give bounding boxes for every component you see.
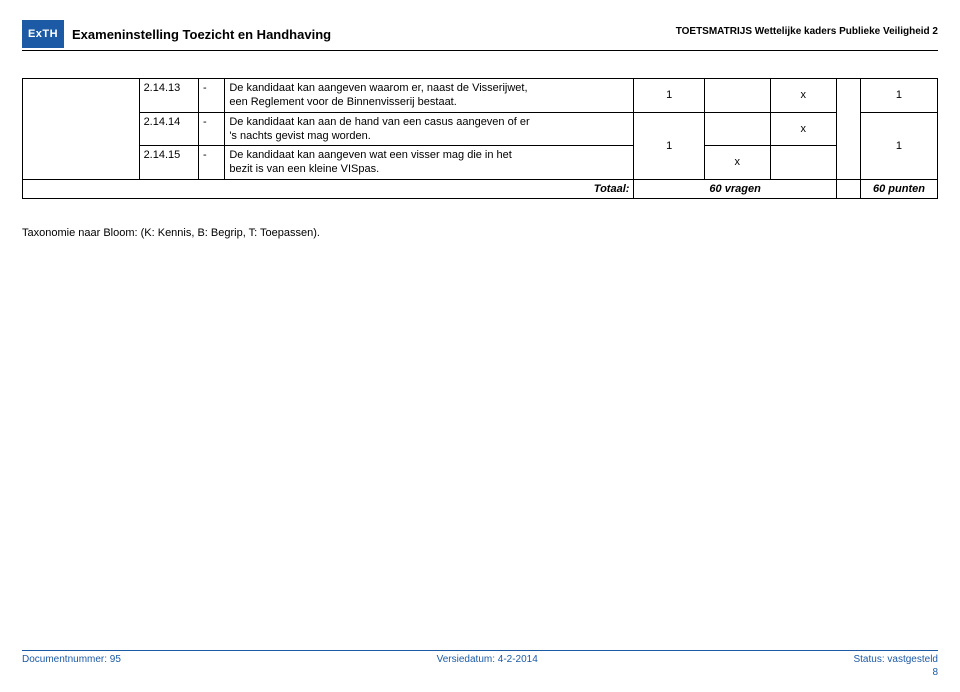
logo-block: ExTH Exameninstelling Toezicht en Handha… [22, 20, 331, 48]
cell-n1: 1 [634, 79, 704, 113]
taxonomy-note: Taxonomie naar Bloom: (K: Kennis, B: Beg… [22, 227, 938, 239]
cell-dash: - [198, 112, 224, 146]
cell-x2: x [770, 112, 836, 146]
cell-x2: x [770, 79, 836, 113]
cell-desc: De kandidaat kan aan de hand van een cas… [225, 112, 634, 146]
cell-dash: - [198, 79, 224, 113]
desc-line: De kandidaat kan aan de hand van een cas… [229, 116, 529, 128]
footer-status: Status: vastgesteld [853, 654, 938, 665]
desc-line: bezit is van een kleine VISpas. [229, 163, 379, 175]
footer-docnum: Documentnummer: 95 [22, 654, 121, 665]
total-punten: 60 punten [860, 179, 937, 198]
header-divider [22, 50, 938, 51]
cell-desc: De kandidaat kan aangeven wat een visser… [225, 146, 634, 180]
doc-title: TOETSMATRIJS Wettelijke kaders Publieke … [676, 26, 938, 37]
desc-line: De kandidaat kan aangeven wat een visser… [229, 149, 512, 161]
cell-x1 [704, 79, 770, 113]
cell-n2: 1 [860, 112, 937, 179]
cell-n1: 1 [634, 112, 704, 179]
cell-x2 [770, 146, 836, 180]
footer-versie: Versiedatum: 4-2-2014 [437, 654, 538, 665]
matrix-table: 2.14.13 - De kandidaat kan aangeven waar… [22, 78, 938, 199]
logo-icon: ExTH [22, 20, 64, 48]
desc-line: De kandidaat kan aangeven waarom er, naa… [229, 82, 527, 94]
cell-code: 2.14.13 [139, 79, 198, 113]
cell-x1 [704, 112, 770, 146]
table-row: 2.14.15 - De kandidaat kan aangeven wat … [23, 146, 938, 180]
desc-line: een Reglement voor de Binnenvisserij bes… [229, 96, 456, 108]
page-header: ExTH Exameninstelling Toezicht en Handha… [0, 22, 960, 58]
total-vragen: 60 vragen [634, 179, 836, 198]
page-number: 8 [22, 667, 938, 678]
footer-row: Documentnummer: 95 Versiedatum: 4-2-2014… [22, 654, 938, 665]
desc-line: 's nachts gevist mag worden. [229, 130, 371, 142]
content-area: 2.14.13 - De kandidaat kan aangeven waar… [22, 78, 938, 239]
cell-code: 2.14.15 [139, 146, 198, 180]
cell-dash: - [198, 146, 224, 180]
cell-x1: x [704, 146, 770, 180]
table-row: 2.14.14 - De kandidaat kan aan de hand v… [23, 112, 938, 146]
cell-desc: De kandidaat kan aangeven waarom er, naa… [225, 79, 634, 113]
table-total-row: Totaal: 60 vragen 60 punten [23, 179, 938, 198]
cell-code: 2.14.14 [139, 112, 198, 146]
cell-n2: 1 [860, 79, 937, 113]
org-name: Exameninstelling Toezicht en Handhaving [72, 27, 331, 42]
footer-divider [22, 650, 938, 651]
total-label: Totaal: [23, 179, 634, 198]
table-row: 2.14.13 - De kandidaat kan aangeven waar… [23, 79, 938, 113]
page-footer: Documentnummer: 95 Versiedatum: 4-2-2014… [22, 650, 938, 678]
